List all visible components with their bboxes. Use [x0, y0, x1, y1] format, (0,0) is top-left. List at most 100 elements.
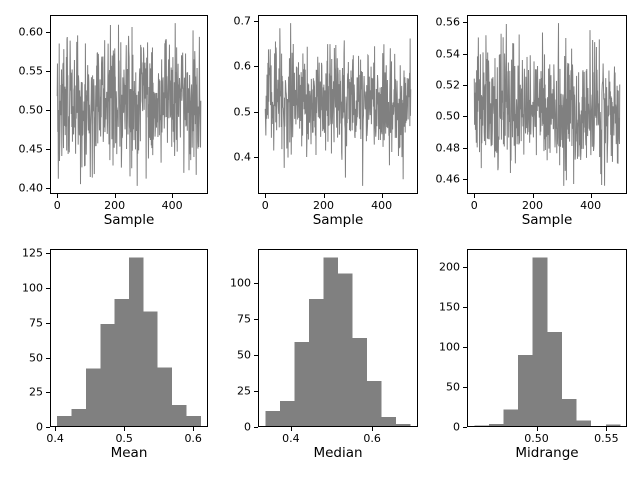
x-tick-mark [474, 194, 476, 198]
x-tick-label: 0.6 [363, 432, 381, 445]
x-tick-mark [536, 427, 538, 431]
y-tick-mark [254, 283, 258, 285]
histogram-bar [308, 299, 324, 427]
y-tick-label: 0.7 [233, 14, 252, 28]
y-tick-mark [254, 66, 258, 68]
histogram-bar [71, 408, 86, 427]
y-tick-label: 125 [22, 246, 43, 260]
x-tick-mark [57, 194, 59, 198]
x-tick-label: 400 [161, 199, 183, 212]
histogram-canvas [265, 257, 411, 427]
histogram-bar [352, 337, 368, 427]
x-tick-mark [172, 194, 174, 198]
x-tick-label: 0.5 [115, 432, 133, 445]
x-tick-label: 0.4 [46, 432, 64, 445]
y-tick-label: 0 [36, 420, 43, 434]
histogram-bar [338, 273, 353, 427]
subplot-mean-series: Sample 0 200 400 0.40 0.45 0.50 0.55 0.60 [19, 15, 208, 227]
histogram-bar [591, 426, 606, 427]
histogram-bar [547, 331, 562, 427]
y-tick-label: 0.54 [435, 47, 461, 61]
y-tick-mark [463, 267, 467, 269]
x-tick-mark [532, 194, 534, 198]
histogram-bar [85, 368, 101, 427]
y-tick-mark [254, 20, 258, 22]
y-tick-label: 100 [230, 276, 251, 290]
x-tick-mark [114, 194, 116, 198]
histogram-bar [396, 424, 411, 427]
y-tick-mark [463, 147, 467, 149]
y-tick-mark [46, 188, 50, 190]
line-plot-canvas [264, 23, 412, 186]
x-tick-label: 200 [104, 199, 126, 212]
y-tick-mark [254, 391, 258, 393]
x-tick-label: 0 [261, 199, 269, 212]
histogram-bar [129, 257, 144, 427]
y-tick-mark [463, 53, 467, 55]
histogram-bar [143, 311, 158, 427]
y-tick-label: 50 [237, 348, 251, 362]
y-tick-mark [254, 319, 258, 321]
y-tick-label: 0.50 [435, 109, 461, 123]
histogram-bar [279, 401, 295, 427]
x-tick-label: 200 [313, 199, 334, 212]
y-tick-mark [46, 322, 50, 324]
y-tick-label: 50 [29, 351, 43, 364]
histogram-bar [474, 425, 489, 427]
histogram-bar [57, 415, 72, 427]
y-tick-mark [46, 110, 50, 111]
y-tick-label: 0.60 [18, 25, 44, 39]
y-tick-label: 0.5 [233, 105, 252, 119]
histogram-bar [172, 404, 187, 427]
x-axis-label: Mean [110, 445, 148, 461]
y-tick-mark [463, 387, 467, 388]
series-line [473, 23, 621, 186]
y-tick-mark [463, 427, 467, 428]
y-tick-label: 75 [237, 312, 251, 326]
y-tick-label: 0.56 [435, 15, 461, 29]
histogram-bar [367, 381, 382, 427]
y-tick-label: 0.45 [18, 142, 44, 156]
y-tick-mark [254, 157, 258, 159]
x-tick-label: 0.4 [282, 432, 300, 445]
y-tick-label: 150 [439, 300, 460, 314]
y-tick-label: 0 [453, 420, 460, 434]
subplot-mean-histogram: Mean 0.4 0.5 0.6 0 25 50 75 100 125 [22, 248, 208, 460]
y-tick-mark [46, 427, 50, 428]
y-tick-label: 0.4 [233, 150, 252, 164]
x-tick-label: 200 [522, 199, 543, 212]
y-tick-label: 0.6 [233, 59, 252, 73]
x-tick-label: 0.55 [594, 432, 619, 445]
histogram-bar [605, 424, 621, 427]
histogram-bar [576, 420, 592, 427]
histogram-bar [488, 423, 504, 427]
x-axis-label: Midrange [515, 445, 579, 461]
y-tick-label: 0.46 [435, 172, 461, 186]
x-tick-label: 0 [470, 199, 478, 212]
x-tick-mark [124, 427, 126, 431]
histogram-bar [265, 411, 280, 427]
y-tick-mark [463, 84, 467, 86]
subplot-midrange-series: Sample 0 200 400 0.46 0.48 0.50 0.52 0.54 0.56 [436, 15, 627, 227]
x-tick-mark [193, 427, 195, 431]
histogram-bar [503, 409, 519, 427]
y-tick-label: 0.48 [435, 141, 461, 154]
y-tick-label: 75 [29, 316, 43, 330]
histogram-bar [186, 415, 201, 427]
x-tick-label: 400 [371, 199, 393, 212]
y-tick-mark [463, 347, 467, 348]
x-tick-mark [381, 194, 383, 198]
subplot-median-histogram: Median 0.4 0.6 0 25 50 75 100 [230, 249, 418, 460]
histogram-bar [518, 355, 533, 427]
y-tick-label: 0.52 [435, 78, 461, 92]
y-tick-label: 25 [29, 385, 43, 399]
y-tick-mark [46, 70, 50, 72]
y-tick-mark [254, 427, 258, 428]
x-axis-label: Sample [521, 212, 573, 228]
y-tick-label: 50 [446, 380, 460, 394]
histogram-bar [561, 399, 577, 427]
y-tick-label: 0.55 [18, 64, 44, 78]
y-tick-mark [254, 111, 258, 113]
x-tick-label: 0 [53, 199, 61, 212]
